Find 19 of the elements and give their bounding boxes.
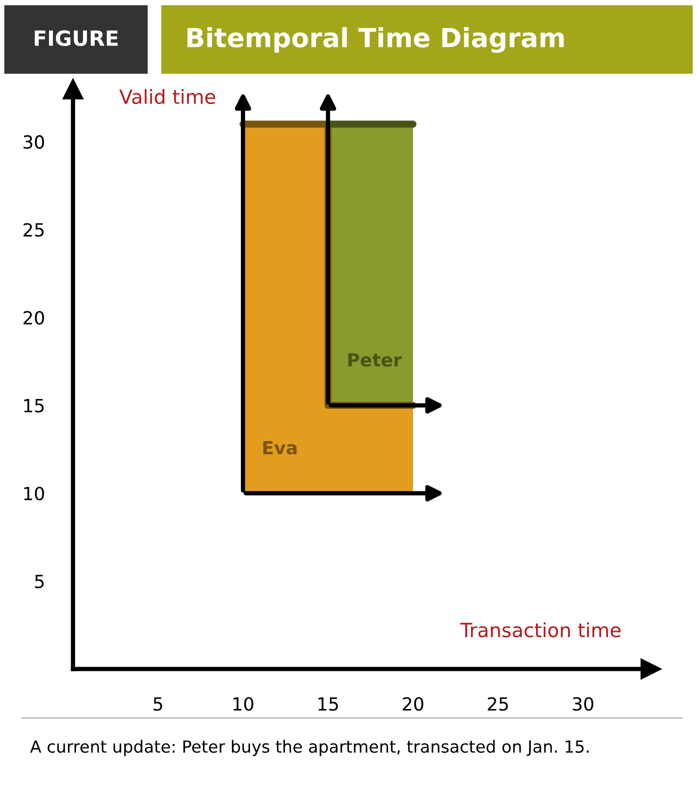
y-tick-label: 25 [24, 223, 44, 237]
x-tick-label: 20 [402, 697, 424, 711]
text: Eva [263, 441, 297, 455]
x-axis-title: Transaction time [460, 622, 621, 638]
y-tick-label: 5 [35, 574, 44, 588]
x-tick-label: 10 [233, 697, 254, 711]
chart-subtitle: FIGURE [34, 30, 118, 46]
y-tick-label: 20 [24, 310, 44, 325]
y-tick-label: 15 [24, 399, 44, 412]
x-tick-label: 15 [318, 697, 338, 711]
x-tick-label: 25 [488, 697, 508, 711]
x-tick-label: 5 [154, 697, 162, 711]
chart-title: Bitemporal Time Diagram [187, 27, 564, 53]
y-tick-label: 10 [24, 486, 44, 500]
x-tick-label: 30 [572, 697, 594, 711]
y-axis-title: Valid time [119, 89, 216, 104]
y-tick-label: 30 [24, 135, 44, 149]
text: A current update: Peter buys the apartment, transacted on Jan. 15. [30, 740, 589, 756]
text: Peter [348, 353, 402, 367]
